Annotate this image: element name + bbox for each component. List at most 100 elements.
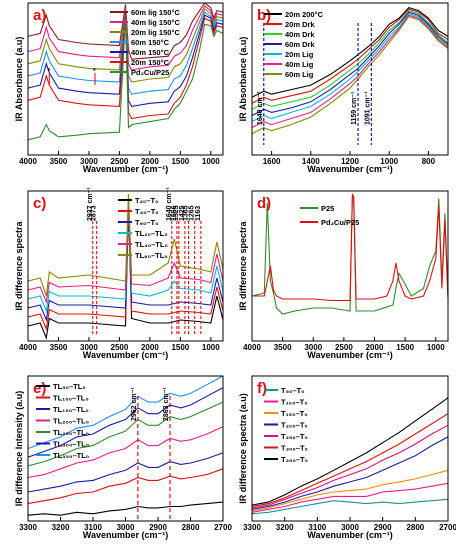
legend-label: 20m lig 150°C: [131, 28, 180, 37]
x-tick-label: 3100: [84, 523, 102, 532]
x-axis-label: Wavenumber (cm⁻¹): [83, 350, 168, 360]
annotation-label: 2962 cm⁻¹: [131, 387, 138, 421]
x-tick-label: 3300: [19, 523, 37, 532]
legend-label: 40m 150°C: [131, 48, 170, 57]
x-tick-label: 3000: [304, 343, 322, 352]
series-line-4: [27, 12, 224, 108]
legend-label: 40m lig 150°C: [131, 18, 180, 27]
series-line-2: [251, 9, 449, 110]
plot-frame: [251, 190, 449, 342]
legend-label: T₂₀–T₀: [135, 196, 158, 205]
legend-label: 40m Lig: [285, 60, 314, 69]
annotation-label: 1640 cm⁻¹: [166, 187, 173, 221]
x-tick-label: 2900: [149, 523, 167, 532]
x-tick-label: 1500: [396, 343, 414, 352]
panel-b: 1640 cm⁻¹ 1159 cm⁻¹ 1091 cm⁻¹ 1600 1400 1200 1…: [238, 2, 449, 174]
x-tick-label: 3500: [274, 343, 292, 352]
legend-label: T₅₀–T₀: [281, 386, 305, 395]
x-tick-label: 3000: [80, 157, 98, 166]
x-tick-label: 2500: [335, 343, 353, 352]
x-tick-label: 1500: [171, 157, 189, 166]
panel-a: * * 4000 3500 3000 2500 2000 1500 1000 Wavenumber…: [14, 2, 224, 174]
plot-frame: [27, 190, 224, 342]
series-line-0: [27, 501, 224, 516]
x-axis-label: Wavenumber (cm⁻¹): [83, 164, 168, 174]
x-tick-label: 2800: [406, 523, 424, 532]
legend-label: T₄₀–T₀: [135, 207, 159, 216]
x-tick-label: 1000: [202, 157, 220, 166]
annotation-label: 1365: [183, 205, 190, 221]
x-tick-label: 3000: [80, 343, 98, 352]
x-tick-label: 3300: [243, 523, 261, 532]
legend-label: Pd₂Cu/P25: [321, 218, 359, 227]
series-line-1: [27, 468, 224, 505]
legend-label: 40m Drk: [285, 30, 315, 39]
x-tick-label: 2900: [374, 523, 392, 532]
x-tick-label: 4000: [243, 343, 261, 352]
x-tick-label: 2700: [214, 523, 232, 532]
series-line-4: [251, 424, 449, 509]
y-axis-label: IR difference spectra (a.u): [238, 393, 248, 504]
series-line-2: [27, 199, 224, 323]
series-line-0: [27, 205, 224, 341]
panel-e: 2962 cm⁻¹ 2863 cm⁻¹ 3300 3200 3100 3000 2900 28…: [14, 375, 232, 540]
legend-label: 20m Drk: [285, 20, 315, 29]
x-tick-label: 3000: [117, 523, 135, 532]
panel-d: 4000 3500 3000 2500 2000 1500 1000 Wavenumber (…: [238, 190, 449, 360]
series-line-4: [27, 195, 224, 305]
annotation-label: 1091 cm⁻¹: [364, 91, 371, 125]
annotation-label: 1159 cm⁻¹: [351, 91, 358, 125]
y-axis-label: IR Absorbance (a.u): [14, 37, 24, 122]
annotation-label: 1265: [189, 205, 196, 221]
x-tick-label: 2500: [111, 343, 129, 352]
series-line-3: [27, 196, 224, 314]
x-tick-label: 1000: [427, 343, 445, 352]
series-line-5: [27, 387, 224, 458]
annotation-label: 1640 cm⁻¹: [257, 91, 264, 125]
x-tick-label: 3100: [308, 523, 326, 532]
panel-label: a): [33, 7, 46, 24]
x-tick-label: 1400: [302, 157, 320, 166]
y-axis-label: IR Absorbance (a.u): [238, 37, 248, 122]
series-line-1: [27, 202, 224, 332]
annotation-label: *: [47, 68, 50, 75]
legend-label: TL₂₀–TL₀: [135, 229, 168, 238]
legend-label: TL₁₀₀–TL₀: [53, 394, 89, 403]
legend-label: 60m lig 150°C: [131, 8, 180, 17]
x-tick-label: 3500: [50, 343, 68, 352]
x-axis-label: Wavenumber (cm⁻¹): [307, 350, 392, 360]
x-tick-label: 2500: [111, 157, 129, 166]
legend-label: TL₂₀₀–TL₀: [53, 417, 89, 426]
x-tick-label: 800: [422, 157, 436, 166]
legend-label: T₆₀–T₀: [135, 218, 159, 227]
series-line-6: [251, 397, 449, 506]
series-line-5: [251, 14, 449, 129]
series-line-1: [251, 482, 449, 513]
x-tick-label: 1500: [171, 343, 189, 352]
series-line-6: [251, 16, 449, 135]
series-line-5: [27, 193, 224, 297]
legend-label: T₂₀₀–T₀: [281, 421, 308, 430]
legend-label: TL₃₅₀–TL₀: [53, 451, 89, 460]
x-tick-label: 1200: [341, 157, 359, 166]
series-line-3: [251, 11, 449, 116]
series-line-1: [27, 5, 224, 71]
annotation-label: 1425: [179, 205, 186, 221]
x-tick-label: 1600: [263, 157, 281, 166]
legend-label: T₃₀₀–T₀: [281, 444, 308, 453]
annotation-label: 2937 cm⁻¹: [87, 187, 94, 221]
series-line-0: [27, 2, 224, 60]
panel-label: f): [257, 380, 267, 397]
x-tick-label: 3500: [50, 157, 68, 166]
legend-label: T₁₀₀–T₀: [281, 398, 308, 407]
series-line-4: [251, 12, 449, 123]
x-tick-label: 1000: [380, 157, 398, 166]
series-line-1: [252, 193, 449, 302]
x-axis-label: Wavenumber (cm⁻¹): [307, 530, 392, 540]
series-line-0: [251, 193, 449, 315]
x-tick-label: 2800: [182, 523, 200, 532]
legend-label: TL₄₀–TL₀: [135, 240, 168, 249]
x-tick-label: 4000: [19, 157, 37, 166]
